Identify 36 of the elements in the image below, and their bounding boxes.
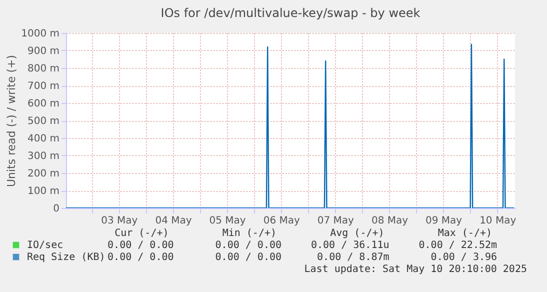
x-tick-label: 03 May — [101, 216, 138, 226]
text: 0.00 / 0.00 — [215, 252, 282, 263]
y-tick-label: 800 m — [27, 64, 60, 74]
text: Max (-/+) — [438, 228, 492, 239]
text: 0.00 / 36.11u — [311, 240, 390, 251]
text: 0.00 / 0.00 — [108, 240, 174, 251]
y-tick-label: 200 m — [27, 168, 60, 180]
y-axis-title: Units read (-) / write (+) — [5, 54, 18, 188]
text: Avg (-/+) — [330, 228, 384, 239]
legend-label: IO/sec — [27, 240, 64, 251]
y-tick-label: 0 — [53, 204, 60, 214]
y-tick-label: 1000 m — [21, 28, 60, 40]
text: 0.00 / 3.96 — [430, 252, 498, 263]
y-tick-label: 100 m — [27, 186, 60, 197]
x-tick-label: 09 May — [426, 216, 462, 226]
y-tick-label: 600 m — [27, 98, 60, 110]
y-tick-label: 300 m — [27, 151, 60, 162]
text: Cur (-/+) — [114, 228, 169, 239]
text: 0.00 / 0.00 — [215, 240, 282, 251]
x-tick-label: 10 May — [480, 216, 516, 226]
y-tick-label: 900 m — [27, 46, 60, 57]
y-tick-label: 400 m — [27, 134, 60, 144]
y-tick-label: 700 m — [27, 81, 60, 92]
x-tick-label: 06 May — [263, 216, 300, 226]
legend-label: Req Size (KB) — [27, 252, 106, 263]
text: Last update: Sat May 10 20:10:00 2025 — [304, 264, 527, 275]
text: 0.00 / 8.87m — [317, 252, 390, 263]
x-tick-label: 08 May — [371, 216, 408, 226]
text: 0.00 / 22.52m — [418, 240, 498, 251]
x-tick-label: 07 May — [317, 216, 354, 226]
chart-title: IOs for /dev/multivalue-key/swap - by week — [160, 6, 420, 20]
text: Min (-/+) — [222, 228, 277, 239]
y-tick-label: 500 m — [27, 116, 60, 127]
x-tick-label: 04 May — [155, 216, 192, 226]
x-tick-label: 05 May — [209, 216, 246, 226]
text: 0.00 / 0.00 — [108, 252, 174, 263]
